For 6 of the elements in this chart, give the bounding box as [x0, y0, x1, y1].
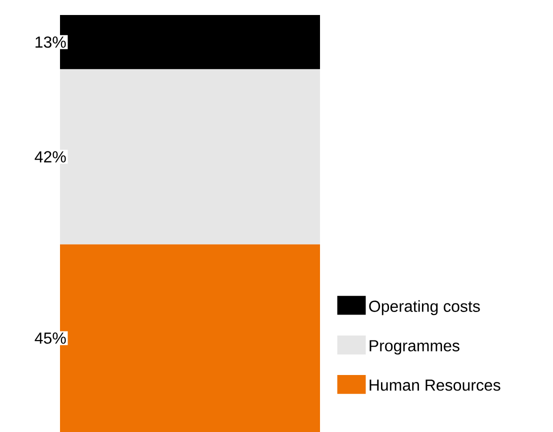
- legend-label: Programmes: [370, 340, 460, 355]
- legend-label: Human Resources: [370, 380, 500, 391]
- data-label: 13%: [36, 36, 66, 48]
- legend-label: Operating costs: [369, 300, 480, 316]
- data-label: 45%: [34, 332, 66, 344]
- data-label: 42%: [34, 151, 66, 162]
